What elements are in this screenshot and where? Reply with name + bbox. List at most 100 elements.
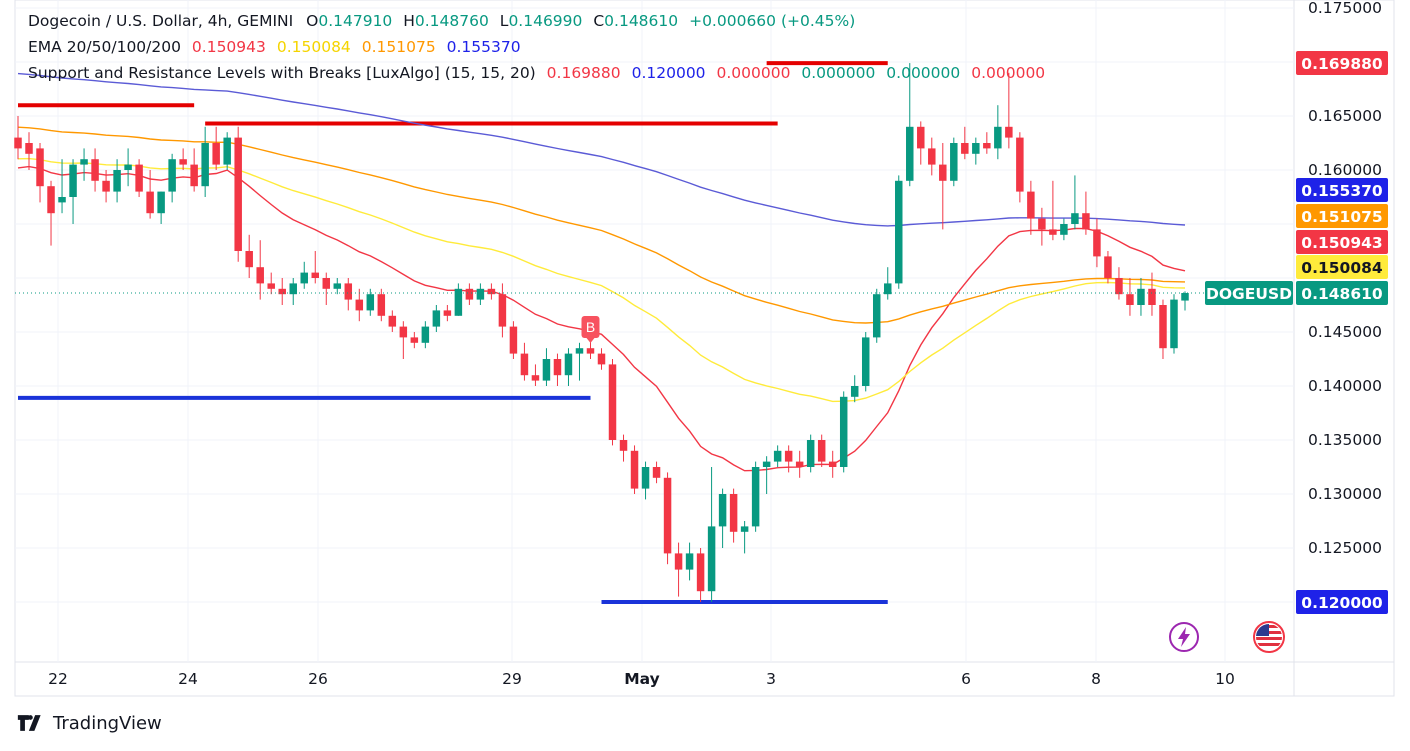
legend-ema20: 0.150943 <box>191 38 266 56</box>
tradingview-brand: TradingView <box>53 712 162 734</box>
chart-frame <box>14 0 1395 697</box>
candle-body <box>718 494 727 527</box>
legend-ema-label: EMA 20/50/100/200 <box>28 38 181 56</box>
legend-open: 0.147910 <box>318 12 393 30</box>
candle-body <box>994 126 1002 149</box>
candle-body <box>465 288 474 300</box>
candle-body <box>564 353 573 376</box>
price-axis: 0.175000 0.165000 0.160000 0.145000 0.140000… <box>1308 0 1382 557</box>
legend-sr-value-3: 0.000000 <box>716 64 791 82</box>
break-markers: B <box>581 316 600 343</box>
candle-body <box>762 461 771 467</box>
candle-body <box>784 450 793 462</box>
candle-body <box>1148 288 1156 305</box>
legend-low: 0.146990 <box>508 12 583 30</box>
price-axis-labels: 0.169880 0.155370 0.151075 0.150943 0.150084… <box>1205 51 1388 614</box>
candle-body <box>1049 229 1057 235</box>
price-label-bg <box>1296 255 1388 279</box>
price-tick-label: 0.175000 <box>1308 0 1382 17</box>
legend-close-label: C <box>593 12 605 30</box>
legend-sr-row[interactable]: Support and Resistance Levels with Break… <box>28 60 1045 86</box>
ema50-line <box>17 157 1186 403</box>
candle-body <box>884 283 892 295</box>
price-label-bg <box>1296 51 1388 75</box>
legend-ema50: 0.150084 <box>276 38 351 56</box>
symbol-tag: DOGEUSD <box>1206 285 1292 303</box>
candle-body <box>1159 305 1167 349</box>
legend-ohlc-row[interactable]: Dogecoin / U.S. Dollar, 4h, GEMINI O0.14… <box>28 8 1045 34</box>
candle-body <box>190 164 198 187</box>
candle-body <box>58 197 66 203</box>
candle-body <box>1071 213 1079 224</box>
candle-body <box>531 375 540 381</box>
legend-ema-row[interactable]: EMA 20/50/100/200 0.150943 0.150084 0.15… <box>28 34 1045 60</box>
candle-body <box>773 450 782 462</box>
lightning-icon[interactable] <box>1167 620 1201 654</box>
candle-body <box>630 450 639 489</box>
candle-body <box>36 148 44 187</box>
candle-body <box>135 164 143 192</box>
candle-body <box>399 326 408 338</box>
time-tick-label: 29 <box>502 670 522 688</box>
candle-body <box>344 283 353 300</box>
price-tick-label: 0.135000 <box>1308 431 1382 449</box>
tradingview-logo-icon <box>17 715 41 731</box>
candle-body <box>509 326 518 354</box>
break-marker-label: B <box>586 319 595 335</box>
legend-sr-resistance: 0.169880 <box>546 64 621 82</box>
legend-symbol: Dogecoin / U.S. Dollar, 4h, GEMINI <box>28 12 294 30</box>
price-label: 0.148610 <box>1301 285 1383 303</box>
candle-body <box>212 143 220 165</box>
legend-sr-support: 0.120000 <box>631 64 706 82</box>
candle-body <box>850 386 859 397</box>
time-tick-label: 26 <box>308 670 328 688</box>
candle-body <box>950 143 958 181</box>
price-label-bg <box>1296 204 1388 228</box>
candle-body <box>961 143 969 154</box>
candle-body <box>861 337 870 386</box>
price-tick-label: 0.130000 <box>1308 485 1382 503</box>
candle-body <box>388 315 397 327</box>
ema-lines <box>17 72 1186 472</box>
candle-body <box>674 553 683 570</box>
candle-body <box>91 159 99 181</box>
candle-body <box>322 278 331 289</box>
candle-body <box>795 461 804 467</box>
price-label: 0.150943 <box>1301 234 1382 252</box>
candle-body <box>983 143 991 149</box>
time-tick-label: May <box>624 670 660 688</box>
time-tick-label: 24 <box>178 670 198 688</box>
candle-body <box>751 467 760 527</box>
time-tick-label: 6 <box>961 670 971 688</box>
candle-body <box>421 326 430 343</box>
ema20-line <box>17 165 1186 472</box>
candle-body <box>201 143 209 187</box>
legend-ema200: 0.155370 <box>446 38 521 56</box>
candle-body <box>498 294 507 327</box>
ema200-line <box>17 72 1186 227</box>
candle-body <box>663 477 672 554</box>
tradingview-branding[interactable]: TradingView <box>17 712 162 734</box>
candle-body <box>685 553 694 570</box>
candle-body <box>817 440 826 462</box>
candlestick-series <box>14 63 1294 602</box>
candle-body <box>895 180 903 284</box>
candle-body <box>69 164 77 197</box>
candle-body <box>278 288 286 295</box>
legend-low-label: L <box>499 12 509 30</box>
break-marker-pointer <box>586 338 595 343</box>
candle-body <box>179 159 187 165</box>
candle-body <box>586 348 595 354</box>
candle-body <box>300 272 308 284</box>
legend-sr-label: Support and Resistance Levels with Break… <box>28 64 536 82</box>
price-label: 0.169880 <box>1301 55 1383 73</box>
candle-body <box>939 164 947 181</box>
legend-change: +0.000660 (+0.45%) <box>689 12 856 30</box>
candle-body <box>575 348 584 354</box>
price-label: 0.155370 <box>1301 182 1383 200</box>
us-flag-icon[interactable] <box>1252 620 1286 654</box>
price-label: 0.150084 <box>1301 259 1383 277</box>
candle-body <box>872 294 881 338</box>
price-label: 0.151075 <box>1301 208 1382 226</box>
